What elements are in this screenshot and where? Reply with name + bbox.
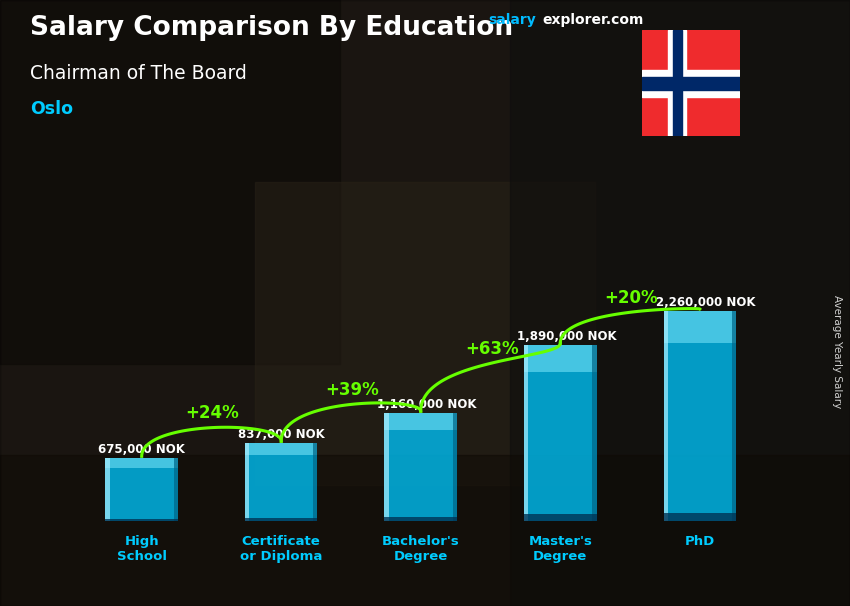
Bar (673, 30, 682, 136)
Text: salary: salary (489, 13, 536, 27)
Text: 2,260,000 NOK: 2,260,000 NOK (656, 296, 756, 308)
Bar (642, 77, 740, 90)
Bar (105, 458, 110, 521)
Bar (510, 0, 850, 606)
Bar (105, 519, 178, 521)
Bar (384, 413, 457, 521)
Bar (0, 454, 850, 606)
Text: Average Yearly Salary: Average Yearly Salary (832, 295, 842, 408)
Bar (255, 182, 595, 485)
Bar (732, 311, 736, 521)
Bar (453, 413, 457, 521)
Bar (592, 345, 597, 521)
Bar (642, 70, 740, 96)
Bar (524, 514, 597, 521)
Bar (664, 311, 736, 521)
Bar (105, 458, 178, 521)
Text: explorer.com: explorer.com (542, 13, 643, 27)
Bar (245, 444, 318, 521)
Text: 1,890,000 NOK: 1,890,000 NOK (517, 330, 616, 343)
Bar (524, 345, 597, 372)
Bar (313, 444, 318, 521)
Bar (245, 518, 318, 521)
Bar (664, 311, 668, 521)
Bar (384, 413, 388, 521)
Bar (524, 345, 597, 521)
Text: +24%: +24% (185, 404, 240, 422)
Text: +39%: +39% (326, 381, 379, 399)
Text: +63%: +63% (465, 340, 518, 358)
Bar (384, 517, 457, 521)
Bar (245, 444, 249, 521)
Text: Oslo: Oslo (30, 100, 73, 118)
Bar (668, 30, 686, 136)
Bar (173, 458, 178, 521)
Text: 1,160,000 NOK: 1,160,000 NOK (377, 398, 477, 411)
Bar (664, 513, 736, 521)
Bar (0, 0, 340, 364)
Text: Salary Comparison By Education: Salary Comparison By Education (30, 15, 513, 41)
Text: 837,000 NOK: 837,000 NOK (238, 428, 325, 441)
Bar (664, 311, 736, 342)
Text: Chairman of The Board: Chairman of The Board (30, 64, 246, 82)
Bar (524, 345, 529, 521)
Bar (105, 458, 178, 468)
Bar (245, 444, 318, 455)
Text: 675,000 NOK: 675,000 NOK (98, 443, 185, 456)
Text: +20%: +20% (604, 289, 658, 307)
Bar (384, 413, 457, 430)
